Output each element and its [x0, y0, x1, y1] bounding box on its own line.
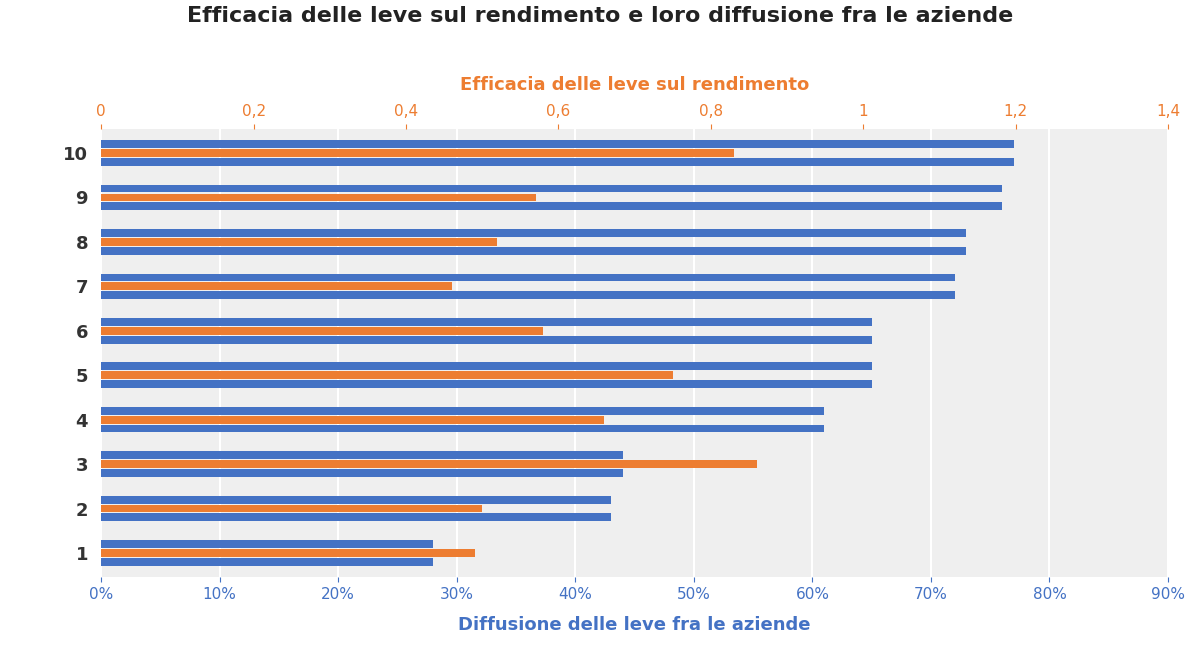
Bar — [101, 282, 451, 290]
X-axis label: Efficacia delle leve sul rendimento: Efficacia delle leve sul rendimento — [460, 76, 809, 94]
Bar — [101, 238, 498, 246]
Bar — [101, 451, 623, 459]
Bar — [101, 460, 756, 468]
Bar — [101, 380, 871, 388]
Bar — [101, 202, 1002, 210]
Bar — [101, 158, 1014, 165]
Bar — [101, 185, 1002, 193]
Bar — [101, 193, 535, 201]
Bar — [101, 318, 871, 326]
X-axis label: Diffusione delle leve fra le aziende: Diffusione delle leve fra le aziende — [458, 616, 811, 634]
Bar — [101, 149, 733, 157]
Bar — [101, 424, 824, 432]
Bar — [101, 273, 955, 282]
Bar — [101, 140, 1014, 148]
Bar — [101, 469, 623, 477]
Bar — [101, 229, 966, 237]
Text: Efficacia delle leve sul rendimento e loro diffusione fra le aziende: Efficacia delle leve sul rendimento e lo… — [187, 6, 1013, 27]
Bar — [101, 336, 871, 343]
Bar — [101, 371, 673, 379]
Bar — [101, 540, 433, 548]
Bar — [101, 247, 966, 254]
Bar — [101, 362, 871, 370]
Bar — [101, 407, 824, 415]
Bar — [101, 513, 611, 521]
Bar — [101, 291, 955, 299]
Bar — [101, 496, 611, 504]
Bar — [101, 558, 433, 566]
Bar — [101, 549, 474, 557]
Bar — [101, 416, 604, 424]
Bar — [101, 505, 482, 513]
Bar — [101, 327, 544, 335]
